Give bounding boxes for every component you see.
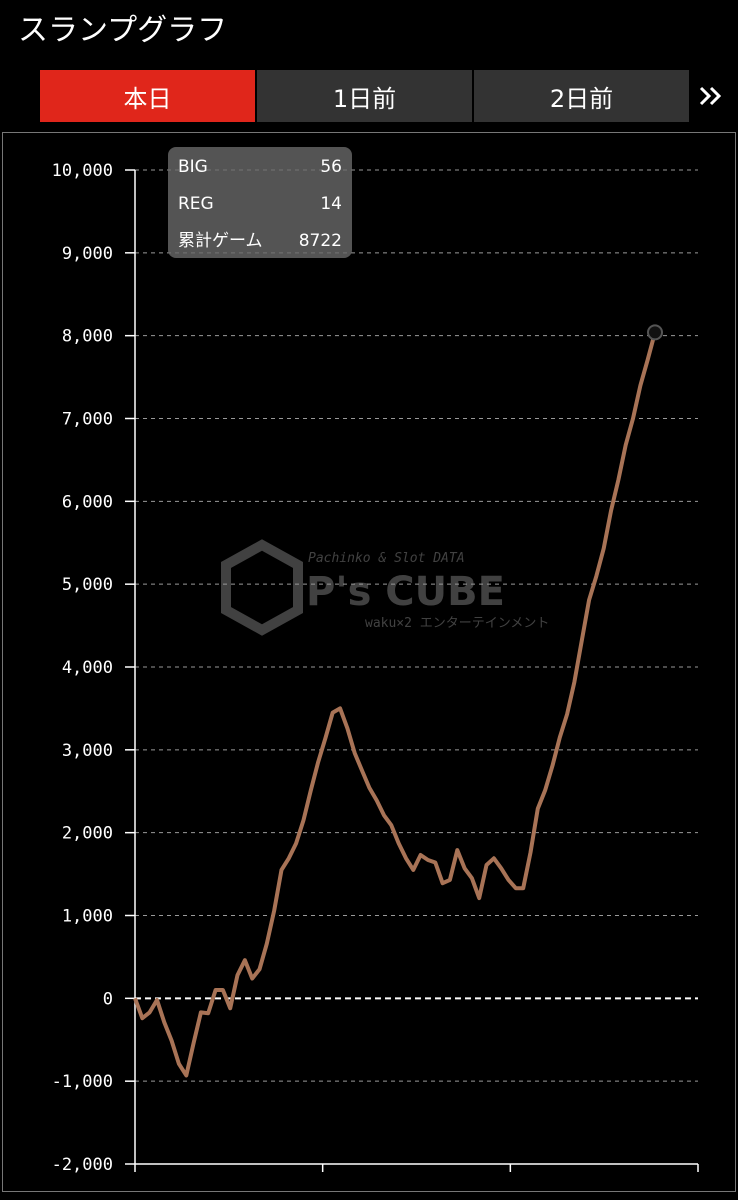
chart-panel [2, 132, 736, 1192]
tab[interactable]: 1日前 [257, 70, 472, 122]
watermark-text: Pachinko & Slot DATA [308, 551, 465, 566]
info-label: REG [178, 194, 214, 214]
tab[interactable]: 本日 [40, 70, 255, 122]
info-value: 56 [320, 157, 342, 177]
y-tick-label: 4,000 [62, 658, 113, 678]
tab-bar: 本日 1日前 2日前 [40, 70, 738, 122]
y-tick-label: 3,000 [62, 741, 113, 761]
info-value: 8722 [299, 231, 342, 251]
y-tick-label: 0 [103, 989, 113, 1009]
page-title: スランプグラフ [18, 13, 228, 48]
watermark-text: waku×2 エンターテインメント [365, 616, 549, 631]
watermark: Pachinko & Slot DATA P's CUBE waku×2 エンタ… [221, 539, 549, 636]
info-label: 累計ゲーム [178, 231, 263, 251]
double-arrow-icon [699, 86, 722, 106]
y-tick-label: 5,000 [62, 575, 113, 595]
end-marker [647, 324, 663, 341]
y-tick-label: 6,000 [62, 492, 113, 512]
y-tick-label: 2,000 [62, 824, 113, 844]
y-tick-label: 8,000 [62, 327, 113, 347]
next-button[interactable] [691, 70, 731, 122]
y-tick-label: 7,000 [62, 410, 113, 430]
watermark-logo: P's CUBE [306, 569, 505, 615]
y-tick-label: 10,000 [52, 161, 113, 181]
y-tick-label: 1,000 [62, 907, 113, 927]
info-value: 14 [320, 194, 342, 214]
tab[interactable]: 2日前 [474, 70, 689, 122]
line-series [133, 331, 657, 1078]
info-label: BIG [178, 157, 208, 177]
info-box: BIG 56 REG 14 累計ゲーム 8722 [168, 147, 352, 258]
y-tick-label: -1,000 [52, 1072, 113, 1092]
y-tick-label: -2,000 [52, 1155, 113, 1175]
y-tick-label: 9,000 [62, 244, 113, 264]
